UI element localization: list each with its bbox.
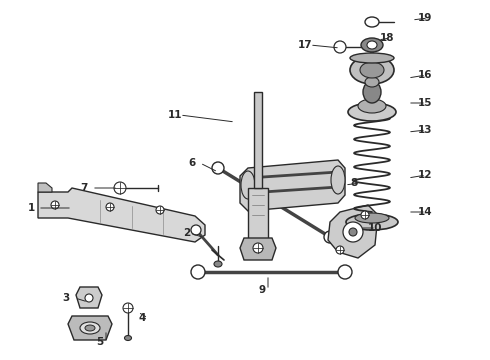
Ellipse shape [365,77,379,87]
Ellipse shape [363,81,381,103]
Ellipse shape [349,228,357,236]
Text: 7: 7 [80,183,87,193]
Ellipse shape [350,56,394,84]
Ellipse shape [336,246,344,254]
Text: 18: 18 [380,33,394,43]
Text: 17: 17 [298,40,313,50]
Text: 10: 10 [368,223,383,233]
Ellipse shape [85,294,93,302]
Ellipse shape [214,261,222,267]
Ellipse shape [365,17,379,27]
Text: 11: 11 [168,110,182,120]
Ellipse shape [253,243,263,253]
Bar [248,188,268,243]
Ellipse shape [123,303,133,313]
Text: 15: 15 [418,98,433,108]
Ellipse shape [106,203,114,211]
Ellipse shape [156,206,164,214]
Text: 14: 14 [418,207,433,217]
Ellipse shape [346,214,398,230]
Text: 5: 5 [96,337,103,347]
Ellipse shape [85,325,95,331]
Text: 6: 6 [188,158,195,168]
Ellipse shape [361,211,369,219]
Polygon shape [38,183,52,192]
Polygon shape [328,205,378,258]
Ellipse shape [358,99,386,113]
Text: 2: 2 [183,228,190,238]
Ellipse shape [348,103,396,121]
Ellipse shape [114,182,126,194]
Text: 4: 4 [138,313,146,323]
Bar [254,92,262,188]
Ellipse shape [361,38,383,52]
Text: 9: 9 [258,285,265,295]
Ellipse shape [334,41,346,53]
Text: 12: 12 [418,170,433,180]
Ellipse shape [191,265,205,279]
Ellipse shape [324,231,336,243]
Text: 13: 13 [418,125,433,135]
Polygon shape [76,287,102,308]
Ellipse shape [124,336,131,341]
Ellipse shape [343,222,363,242]
Ellipse shape [191,225,201,235]
Ellipse shape [338,265,352,279]
Text: 16: 16 [418,70,433,80]
Ellipse shape [367,41,377,49]
Ellipse shape [80,322,100,334]
Ellipse shape [51,201,59,209]
Text: 8: 8 [350,178,357,188]
Polygon shape [38,188,205,242]
Polygon shape [68,316,112,340]
Text: 3: 3 [62,293,69,303]
Ellipse shape [241,171,255,199]
Ellipse shape [350,53,394,63]
Ellipse shape [212,162,224,174]
Text: 1: 1 [28,203,35,213]
Polygon shape [240,238,276,260]
Polygon shape [240,160,345,211]
Ellipse shape [355,213,389,223]
Text: 19: 19 [418,13,432,23]
Ellipse shape [331,166,345,194]
Ellipse shape [360,62,384,78]
